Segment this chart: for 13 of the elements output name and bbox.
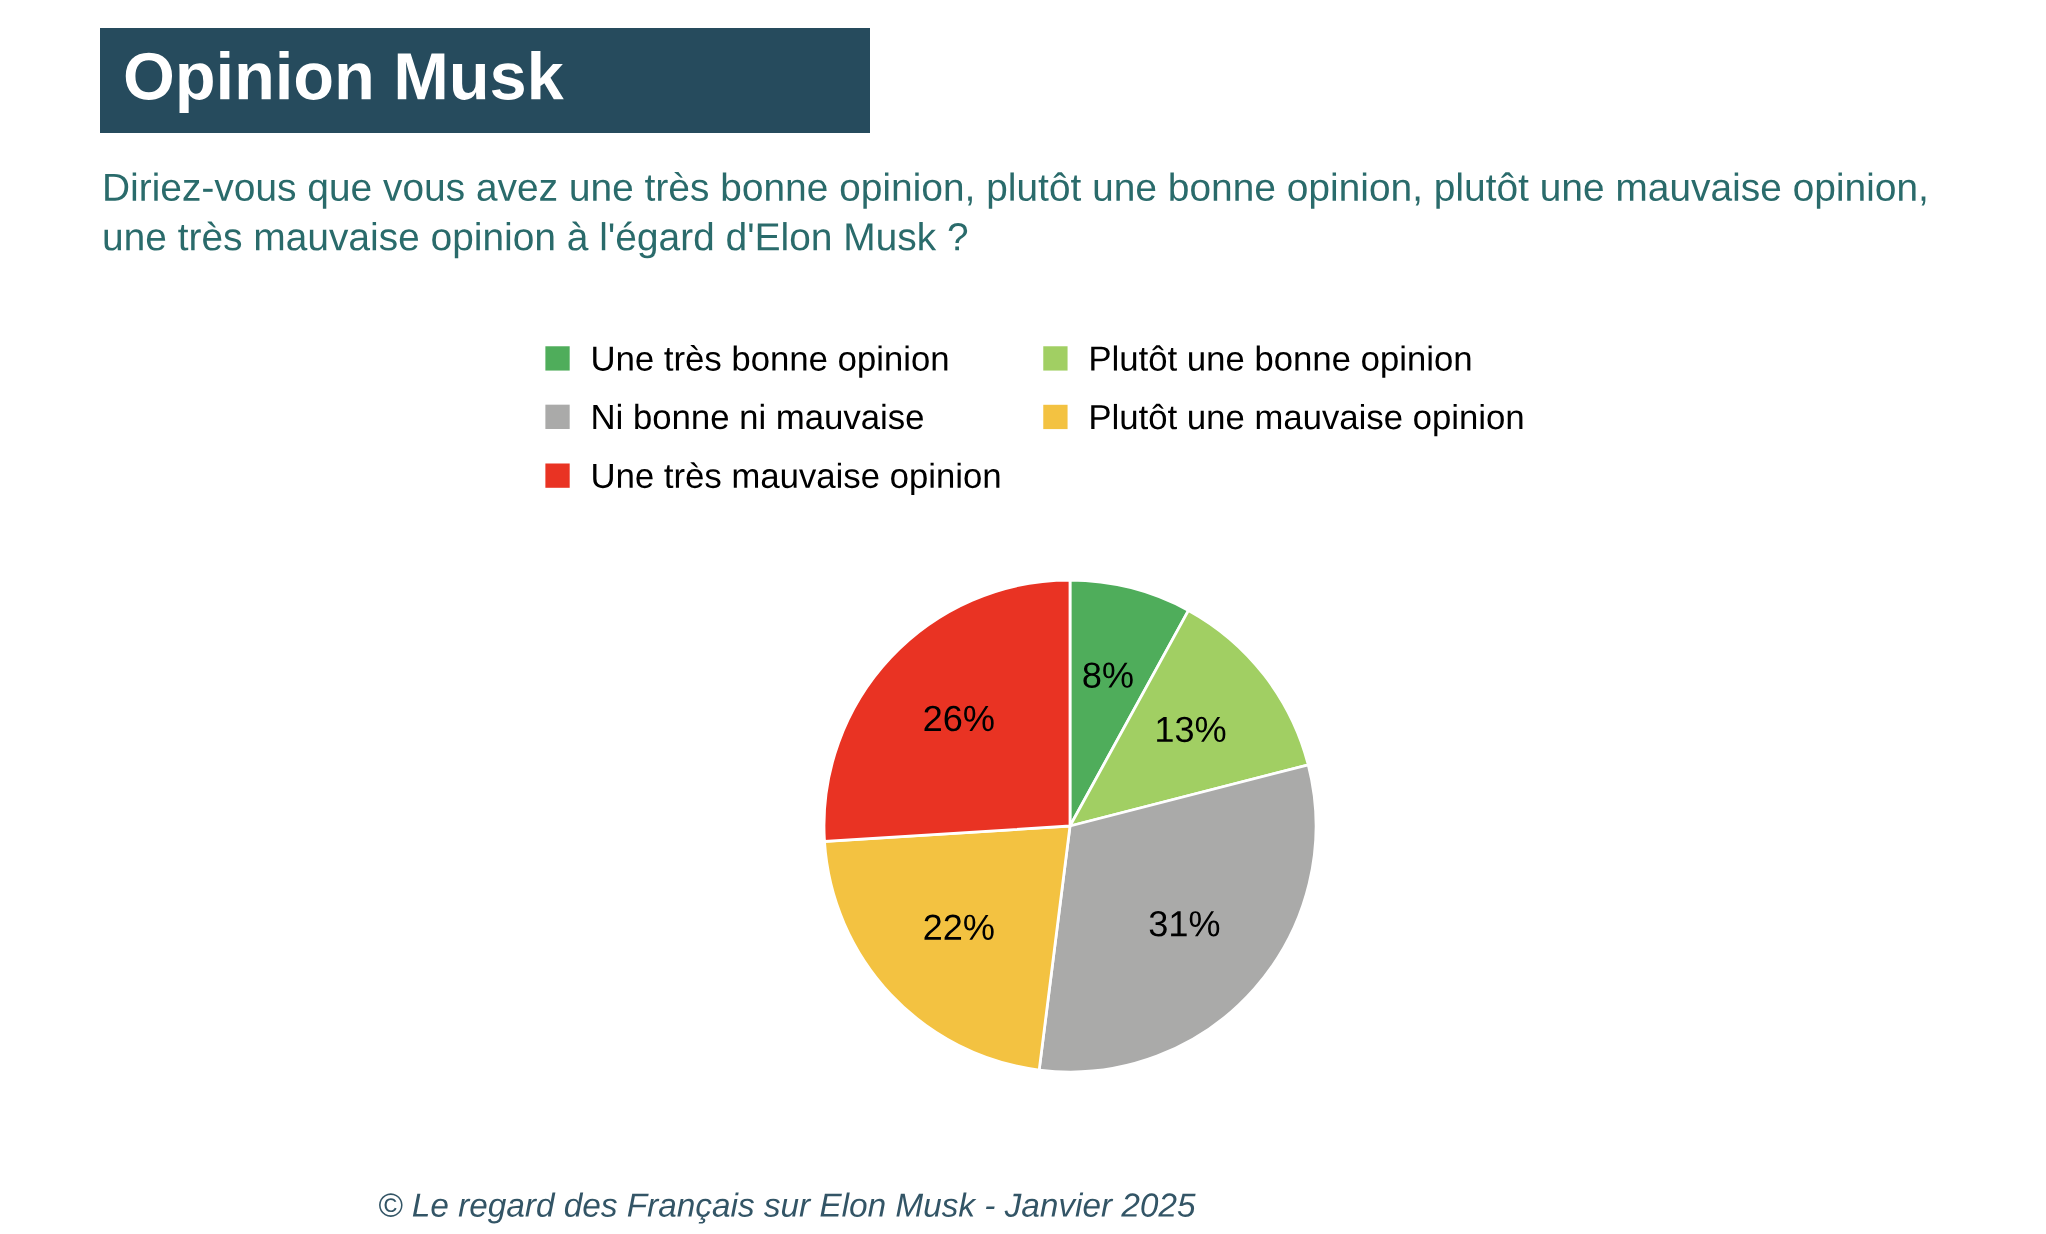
legend-label: Une très mauvaise opinion <box>593 462 1000 495</box>
chart-title: Opinion Musk <box>125 50 564 114</box>
data-label: 22% <box>924 914 994 940</box>
data-label: 8% <box>1083 662 1133 688</box>
data-label: 31% <box>1149 910 1220 937</box>
legend-label: Ni bonne ni mauvaise <box>593 403 923 430</box>
data-label: 13% <box>1157 716 1226 743</box>
chart-subtitle: Diriez-vous que vous avez une très bonne opinion, plutôt une bonne opinion, plutôt une mauvaise opinion, une très mauvaise opinion à l'égard d'Elon Musk ? <box>104 172 1926 259</box>
legend-label: Une très bonne opinion <box>593 345 948 378</box>
text: © Le regard des Français sur Elon Musk - Janvier 2025 <box>379 1192 1196 1224</box>
legend-label: Plutôt une mauvaise opinion <box>1091 403 1523 437</box>
legend-label: Plutôt une bonne opinion <box>1091 345 1471 378</box>
data-label: 26% <box>924 705 994 732</box>
